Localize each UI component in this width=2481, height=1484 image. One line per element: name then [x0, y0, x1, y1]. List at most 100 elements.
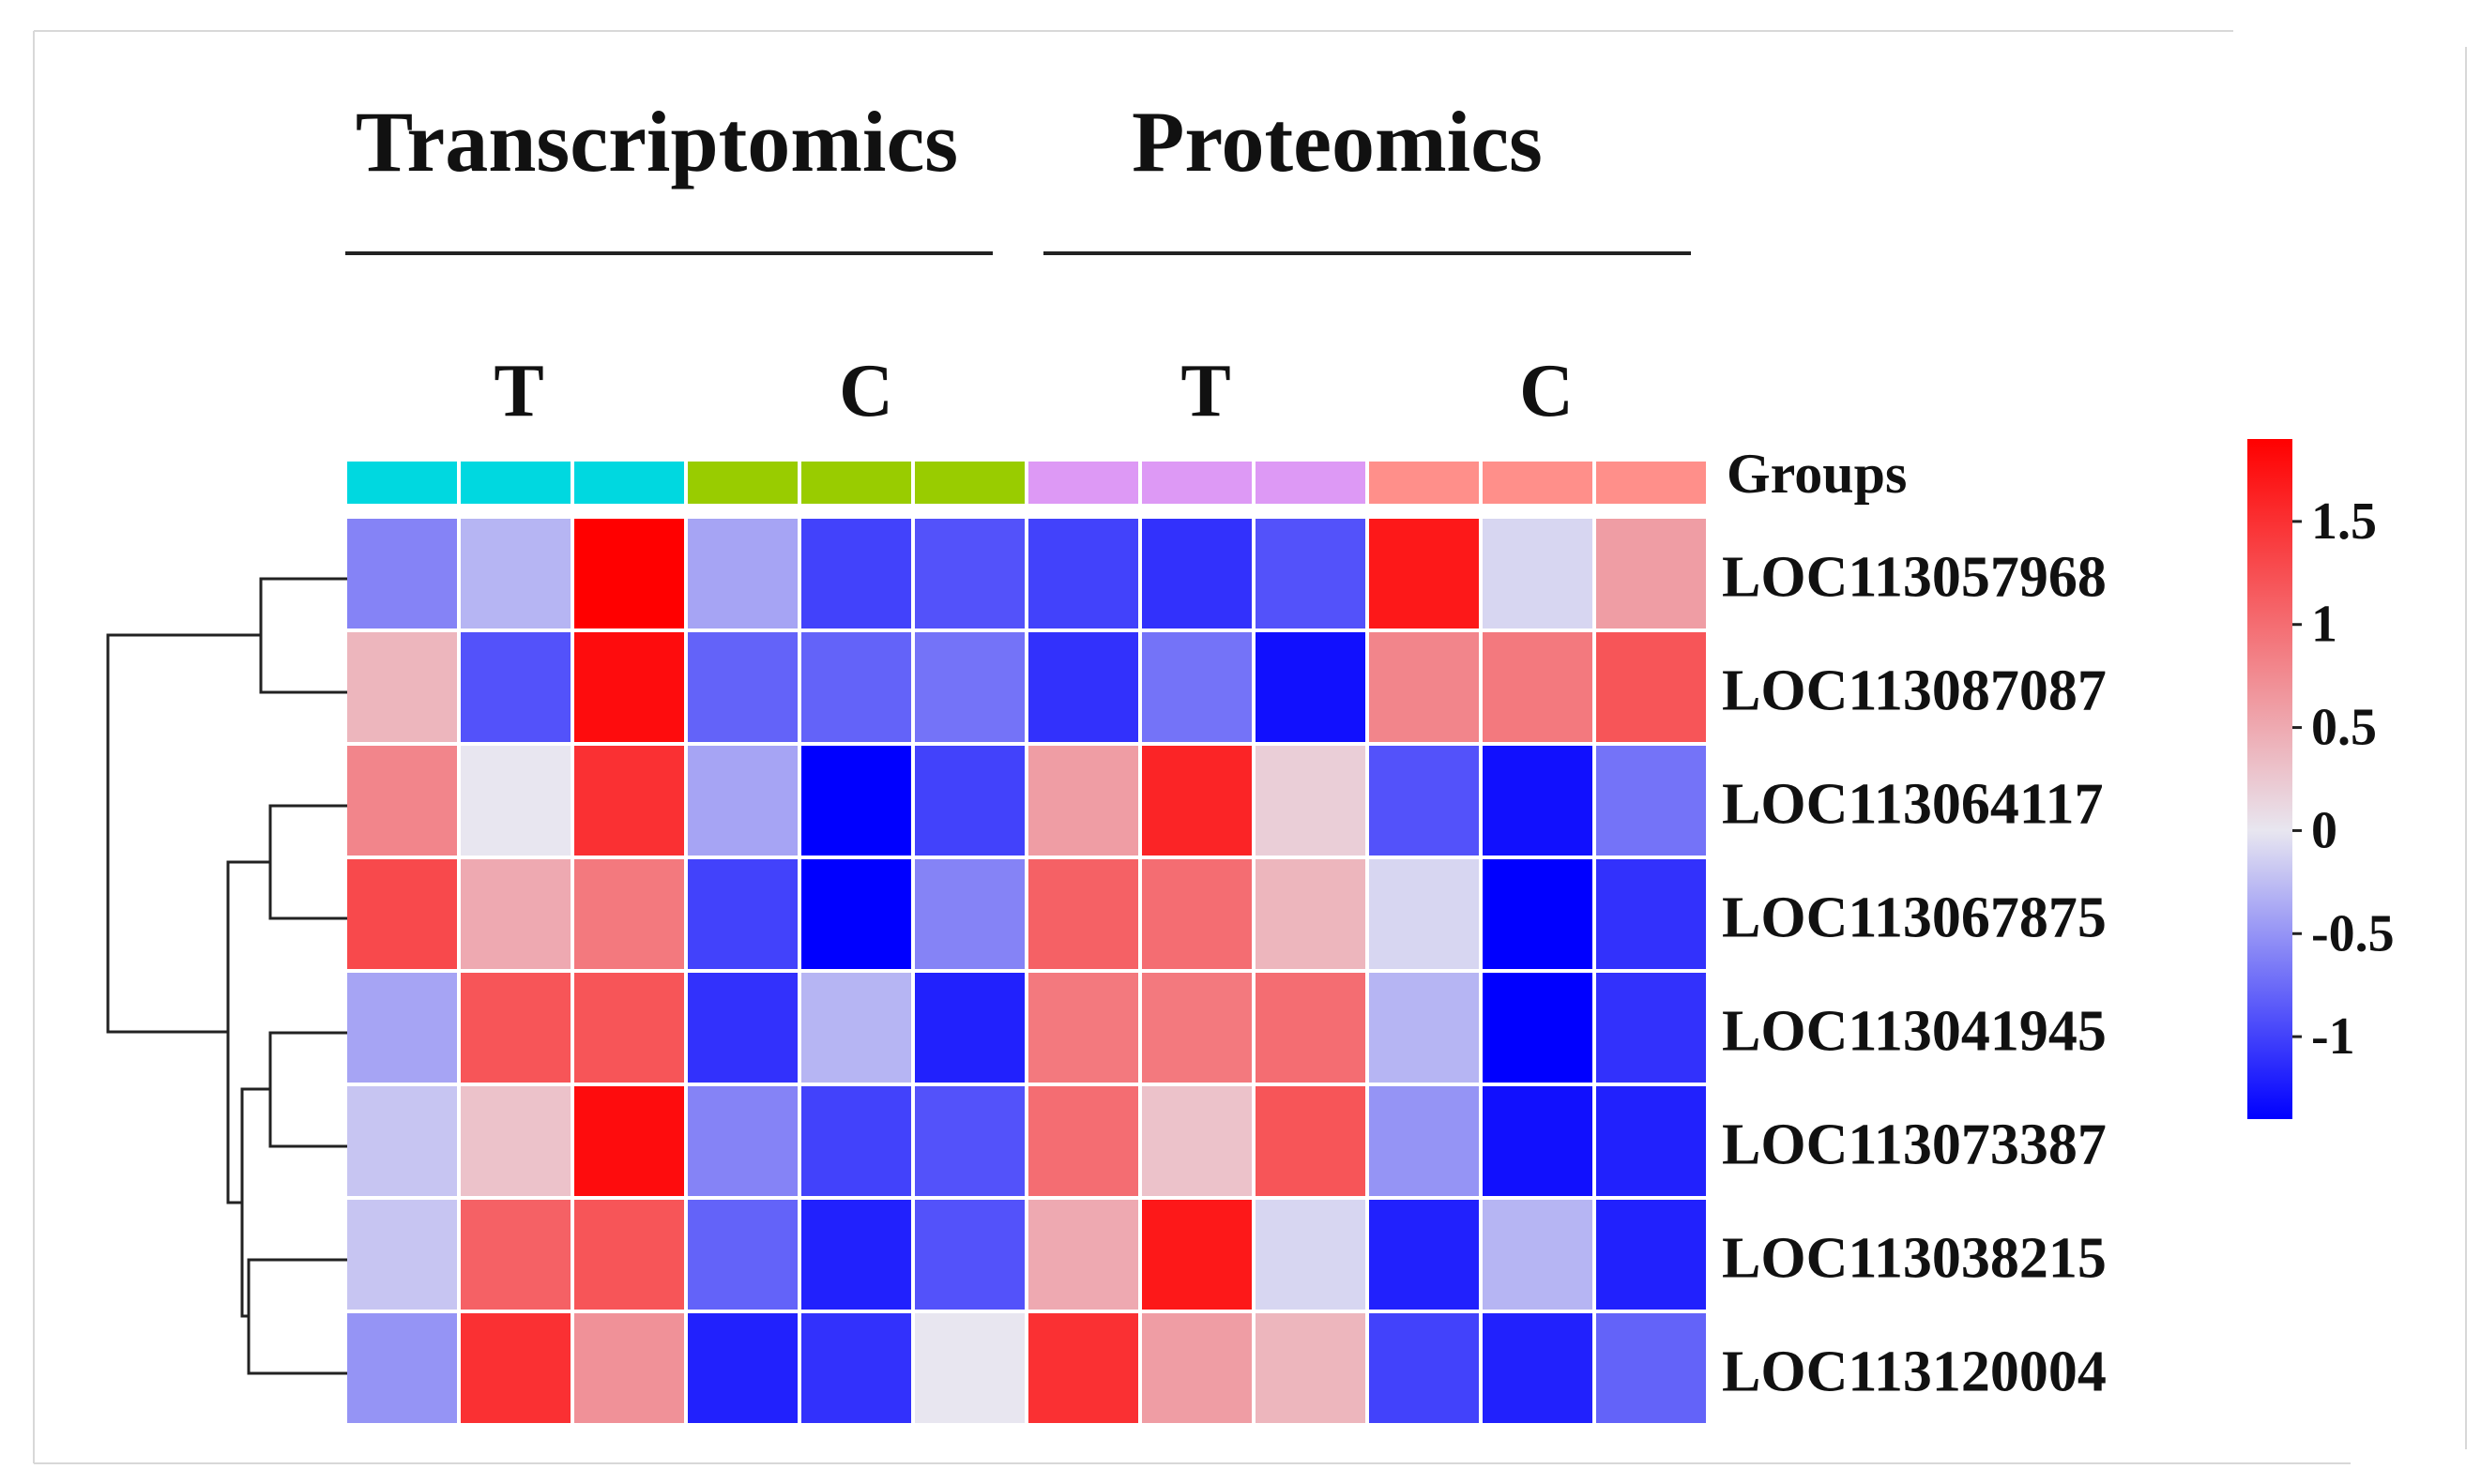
- dendrogram-link-rows-5-6: [268, 1031, 347, 1148]
- heatmap-cell: [1596, 519, 1706, 628]
- heatmap-cell: [1028, 1086, 1138, 1196]
- heatmap-cell: [1596, 746, 1706, 856]
- heatmap-cell: [801, 746, 911, 856]
- heatmap-cell: [461, 1200, 571, 1310]
- heatmap-cell: [915, 1086, 1025, 1196]
- heatmap-cell: [574, 1200, 684, 1310]
- dendrogram-link-block-5-6: [240, 1087, 270, 1318]
- heatmap-cell: [574, 1086, 684, 1196]
- group-bar-cell: [1142, 462, 1252, 504]
- heatmap-cell: [1256, 632, 1365, 742]
- heatmap-cell: [915, 859, 1025, 969]
- group-label-proteomics-c: C: [1519, 350, 1574, 432]
- heatmap-cell: [688, 1086, 798, 1196]
- colorbar: [2247, 439, 2292, 1119]
- heatmap-cell: [347, 519, 457, 628]
- heatmap-cell: [574, 519, 684, 628]
- heatmap-cell: [801, 1200, 911, 1310]
- heatmap-cell: [1596, 859, 1706, 969]
- heatmap-cell: [461, 859, 571, 969]
- group-bar-cell: [1369, 462, 1479, 504]
- heatmap-cell: [1028, 973, 1138, 1083]
- heatmap-cell: [915, 1200, 1025, 1310]
- heatmap-cell: [1028, 746, 1138, 856]
- heatmap-cell: [461, 519, 571, 628]
- heatmap-cell: [1142, 519, 1252, 628]
- group-bar-cell: [801, 462, 911, 504]
- colorbar-tick-label: 1.5: [2311, 492, 2377, 551]
- heatmap-cell: [461, 746, 571, 856]
- heatmap-cell: [1369, 1313, 1479, 1423]
- heatmap-cell: [1596, 1313, 1706, 1423]
- heatmap-cell: [1142, 1313, 1252, 1423]
- heatmap-cell: [461, 1086, 571, 1196]
- group-bar-cell: [347, 462, 457, 504]
- dendrogram-link-rows-7-8: [247, 1258, 347, 1375]
- heatmap-cell: [1369, 519, 1479, 628]
- heatmap-cell: [1369, 632, 1479, 742]
- heatmap-cell: [347, 632, 457, 742]
- heatmap-cell: [1028, 1313, 1138, 1423]
- group-bar-cell: [1596, 462, 1706, 504]
- heatmap-cell: [1256, 519, 1365, 628]
- colorbar-tick-label: 0: [2311, 801, 2337, 859]
- heatmap-cell: [574, 632, 684, 742]
- group-bar-cell: [1256, 462, 1365, 504]
- heatmap-cell: [915, 519, 1025, 628]
- heatmap-cell: [1142, 859, 1252, 969]
- heatmap-cell: [1483, 519, 1592, 628]
- heatmap-cell: [688, 746, 798, 856]
- heatmap-cell: [1483, 859, 1592, 969]
- heatmap-cell: [347, 1200, 457, 1310]
- heatmap-cell: [574, 746, 684, 856]
- heatmap-cell: [347, 973, 457, 1083]
- section-label-proteomics: Proteomics: [1132, 94, 1543, 189]
- section-label-transcriptomics: Transcriptomics: [356, 94, 958, 189]
- group-bar-cell: [461, 462, 571, 504]
- dendrogram-link-root: [106, 633, 261, 1034]
- group-annotation-bar: [347, 462, 1706, 504]
- row-label: LOC113064117: [1722, 773, 2104, 837]
- heatmap-cell: [688, 973, 798, 1083]
- heatmap-cell: [1142, 973, 1252, 1083]
- heatmap-cell: [1256, 1313, 1365, 1423]
- dendrogram-link-block-3-4: [226, 860, 270, 1204]
- heatmap-cell: [688, 519, 798, 628]
- heatmap-cell: [1483, 1086, 1592, 1196]
- heatmap-cell: [801, 973, 911, 1083]
- colorbar-ticks: 1.5 1 0.5 0 -0.5 -1: [2292, 492, 2395, 1066]
- heatmap-cell: [461, 632, 571, 742]
- row-label: LOC113067875: [1722, 886, 2107, 950]
- heatmap-cell: [801, 1086, 911, 1196]
- row-label: LOC113041945: [1722, 1000, 2107, 1064]
- heatmap-cell: [1256, 1200, 1365, 1310]
- group-bar-cell: [574, 462, 684, 504]
- heatmap-cell: [1596, 1086, 1706, 1196]
- heatmap-cell: [688, 859, 798, 969]
- heatmap-cell: [1596, 1200, 1706, 1310]
- row-dendrogram: [106, 577, 347, 1375]
- heatmap-cell: [801, 859, 911, 969]
- heatmap-cells: [347, 519, 1706, 1423]
- heatmap-cell: [461, 973, 571, 1083]
- heatmap-cell: [1142, 1086, 1252, 1196]
- heatmap-cell: [915, 746, 1025, 856]
- row-label: LOC113087087: [1722, 659, 2107, 723]
- row-label: LOC113038215: [1722, 1227, 2107, 1291]
- heatmap-cell: [1256, 1086, 1365, 1196]
- heatmap-cell: [1596, 632, 1706, 742]
- row-labels: LOC113057968 LOC113087087 LOC113064117 LOC1…: [1722, 546, 2107, 1404]
- heatmap-cell: [915, 973, 1025, 1083]
- heatmap-cell: [461, 1313, 571, 1423]
- group-label-proteomics-t: T: [1180, 350, 1230, 432]
- colorbar-tick-label: 1: [2311, 596, 2337, 654]
- groups-legend-label: Groups: [1727, 443, 1907, 505]
- heatmap-cell: [1028, 519, 1138, 628]
- heatmap-cell: [801, 1313, 911, 1423]
- heatmap-cell: [1142, 632, 1252, 742]
- dendrogram-link-rows-3-4: [268, 804, 347, 920]
- heatmap-cell: [1369, 859, 1479, 969]
- heatmap-cell: [1483, 632, 1592, 742]
- group-bar-cell: [1483, 462, 1592, 504]
